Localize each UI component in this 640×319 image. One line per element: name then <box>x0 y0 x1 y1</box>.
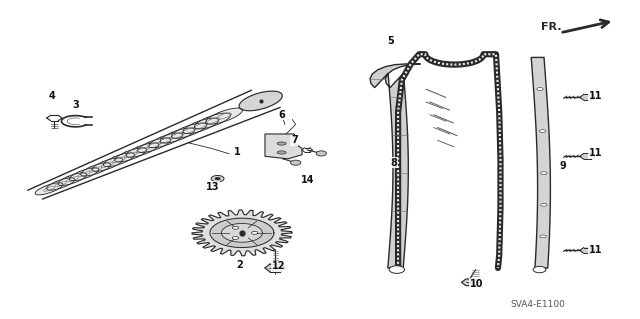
Circle shape <box>533 266 546 273</box>
Polygon shape <box>92 158 123 171</box>
Text: FR.: FR. <box>541 22 561 32</box>
Text: 2: 2 <box>237 260 243 270</box>
Polygon shape <box>58 173 87 185</box>
Ellipse shape <box>540 235 546 238</box>
Polygon shape <box>81 163 111 176</box>
Polygon shape <box>160 128 195 143</box>
Text: 7: 7 <box>291 135 298 145</box>
Text: 1: 1 <box>234 146 241 157</box>
Polygon shape <box>580 153 595 159</box>
Ellipse shape <box>252 232 258 234</box>
Polygon shape <box>265 264 285 272</box>
Polygon shape <box>35 183 63 195</box>
Polygon shape <box>149 133 182 148</box>
Text: 5: 5 <box>387 36 394 47</box>
Text: 10: 10 <box>470 279 484 289</box>
Polygon shape <box>580 248 595 253</box>
Polygon shape <box>221 224 262 242</box>
Text: 13: 13 <box>206 182 220 192</box>
Circle shape <box>316 151 326 156</box>
Circle shape <box>291 160 301 165</box>
Circle shape <box>211 175 224 182</box>
Text: 12: 12 <box>271 261 285 271</box>
Polygon shape <box>580 94 595 100</box>
Polygon shape <box>138 138 171 152</box>
Text: 8: 8 <box>390 158 397 168</box>
Polygon shape <box>69 168 99 181</box>
Ellipse shape <box>541 204 547 206</box>
Polygon shape <box>210 218 274 248</box>
Text: 11: 11 <box>588 91 602 101</box>
Polygon shape <box>115 148 147 162</box>
Polygon shape <box>531 57 550 268</box>
Polygon shape <box>126 143 159 157</box>
Text: 9: 9 <box>560 161 566 171</box>
Polygon shape <box>265 134 302 159</box>
Ellipse shape <box>277 151 286 154</box>
Ellipse shape <box>541 172 547 175</box>
Ellipse shape <box>232 236 239 239</box>
Polygon shape <box>172 123 207 138</box>
Ellipse shape <box>540 130 546 133</box>
Polygon shape <box>239 91 282 111</box>
Polygon shape <box>205 108 243 124</box>
Polygon shape <box>461 279 479 286</box>
Ellipse shape <box>277 142 286 145</box>
Polygon shape <box>192 210 292 256</box>
Ellipse shape <box>232 226 239 229</box>
Circle shape <box>215 177 220 180</box>
Text: SVA4-E1100: SVA4-E1100 <box>510 300 565 309</box>
Text: 14: 14 <box>300 175 314 185</box>
Text: 4: 4 <box>49 91 56 101</box>
Text: 3: 3 <box>72 100 79 110</box>
Ellipse shape <box>537 88 543 91</box>
Polygon shape <box>195 113 230 129</box>
Text: 11: 11 <box>588 148 602 158</box>
Polygon shape <box>47 178 75 190</box>
Polygon shape <box>104 153 135 167</box>
Text: 11: 11 <box>588 245 602 256</box>
Polygon shape <box>370 64 420 268</box>
Text: 6: 6 <box>278 110 285 120</box>
Polygon shape <box>183 118 219 134</box>
Circle shape <box>389 266 404 273</box>
